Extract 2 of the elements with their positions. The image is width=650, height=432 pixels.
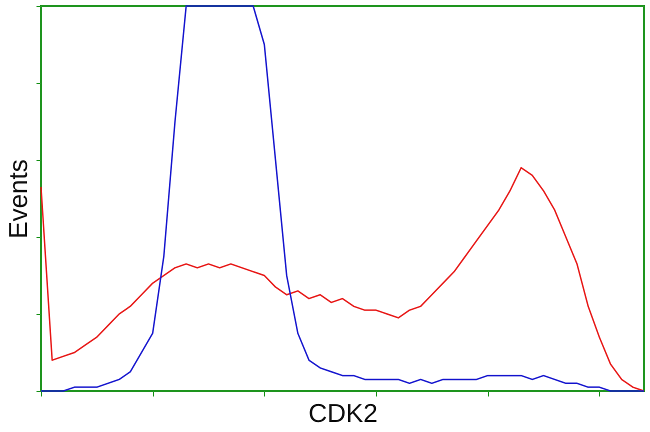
x-axis-title: CDK2 xyxy=(308,398,378,428)
y-axis-title: Events xyxy=(3,159,33,239)
